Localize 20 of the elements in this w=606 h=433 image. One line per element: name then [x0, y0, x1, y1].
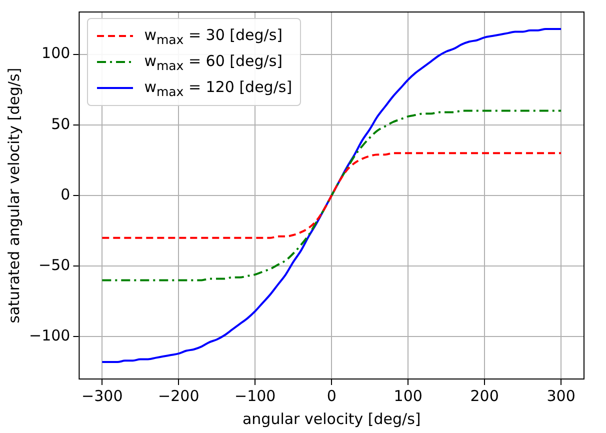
- x-tick-label: 0: [326, 386, 336, 405]
- x-tick-label: 200: [470, 386, 499, 405]
- x-tick-label: 100: [394, 386, 422, 405]
- x-tick-label: 300: [546, 386, 576, 405]
- y-tick-label: 100: [42, 44, 70, 62]
- y-tick-label: −100: [28, 326, 70, 345]
- y-tick-label: 0: [60, 185, 70, 204]
- x-tick-label: −300: [82, 386, 123, 405]
- x-tick-label: −100: [234, 386, 276, 405]
- legend-label: w$_{max}$ = 30 [deg/s]: [144, 26, 283, 46]
- line-series: [101, 152, 562, 239]
- line-series: [101, 28, 562, 364]
- legend-label: w$_{max}$ = 60 [deg/s]: [144, 52, 283, 72]
- y-tick-label: 50: [51, 114, 70, 133]
- y-tick-label: −50: [38, 256, 70, 274]
- y-axis-title: saturated angular velocity [deg/s]: [4, 68, 23, 324]
- legend-label: w$_{max}$ = 120 [deg/s]: [144, 78, 292, 98]
- x-tick-label: −200: [158, 386, 200, 405]
- x-axis-title: angular velocity [deg/s]: [242, 410, 421, 428]
- line-series: [101, 110, 562, 282]
